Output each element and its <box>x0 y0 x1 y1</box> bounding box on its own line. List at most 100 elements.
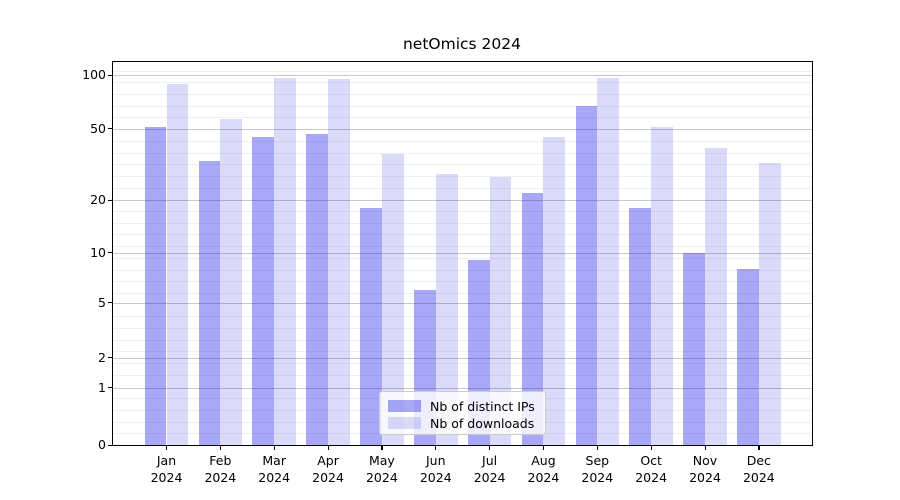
gridline-minor <box>113 292 812 294</box>
x-tick-mark <box>219 446 222 450</box>
y-tick-mark <box>108 74 112 76</box>
gridline-major <box>113 357 812 359</box>
bar-ips-nov <box>683 252 705 445</box>
bar-ips-may <box>360 208 382 445</box>
gridline-major <box>113 252 812 254</box>
legend-label-downloads: Nb of downloads <box>430 415 535 431</box>
gridline-minor <box>113 234 812 236</box>
x-tick-mark <box>381 446 383 450</box>
gridline-minor <box>113 281 812 283</box>
bar-downloads-feb <box>220 118 243 445</box>
legend-swatch-distinct-ips <box>388 400 421 412</box>
gridline-minor <box>113 363 812 365</box>
bar-downloads-nov <box>705 148 727 445</box>
gridline-minor <box>113 374 812 376</box>
gridline-major <box>113 128 812 130</box>
legend-swatch-downloads <box>388 417 421 429</box>
x-tick-mark <box>273 446 275 450</box>
bar-downloads-mar <box>274 78 296 445</box>
x-tick-label-nov: Nov 2024 <box>689 453 721 485</box>
y-tick-label: 5 <box>98 294 106 310</box>
gridline-major <box>113 387 812 389</box>
bar-downloads-aug <box>543 136 566 445</box>
y-tick-label: 10 <box>90 244 106 260</box>
gridline-minor <box>113 316 812 318</box>
gridline-minor <box>113 246 812 248</box>
bar-downloads-dec <box>758 163 781 445</box>
bar-ips-jan <box>144 127 167 445</box>
legend-item-distinct-ips: Nb of distinct IPs <box>388 398 537 414</box>
bar-ips-dec <box>737 268 759 445</box>
bar-downloads-may <box>381 154 404 445</box>
legend-label-distinct-ips: Nb of distinct IPs <box>430 398 535 414</box>
x-tick-label-jun: Jun 2024 <box>419 453 452 485</box>
gridline-major <box>113 200 812 201</box>
bar-ips-aug <box>521 192 544 445</box>
gridline-minor <box>113 222 812 224</box>
y-tick-mark <box>108 357 112 359</box>
gridline-minor <box>113 175 812 177</box>
x-tick-label-jul: Jul 2024 <box>473 453 506 485</box>
y-tick-label: 0 <box>98 437 106 452</box>
x-tick-label-mar: Mar 2024 <box>258 453 291 485</box>
y-tick-mark <box>108 302 112 304</box>
x-tick-mark <box>758 446 760 450</box>
gridline-major <box>113 302 812 304</box>
gridline-minor <box>113 187 812 189</box>
x-tick-label-dec: Dec 2024 <box>742 453 775 485</box>
x-tick-label-apr: Apr 2024 <box>312 453 344 485</box>
gridline-minor <box>113 351 812 353</box>
bar-ips-sep <box>575 106 598 445</box>
x-tick-mark <box>704 446 706 450</box>
chart-title: netOmics 2024 <box>402 35 521 53</box>
x-tick-mark <box>327 446 329 450</box>
bar-downloads-sep <box>597 78 620 445</box>
gridline-minor <box>113 152 812 154</box>
x-tick-mark <box>435 446 437 450</box>
plot-area <box>112 61 813 446</box>
gridline-minor <box>113 257 812 259</box>
bar-ips-mar <box>252 136 275 445</box>
gridline-minor <box>113 339 812 341</box>
bar-ips-apr <box>306 133 329 445</box>
bar-downloads-jul <box>489 176 512 445</box>
y-tick-mark <box>108 444 112 446</box>
gridline-minor <box>113 82 812 84</box>
y-tick-mark <box>108 128 112 130</box>
gridline-minor <box>113 105 812 107</box>
y-tick-label: 50 <box>90 120 106 136</box>
gridline-minor <box>113 269 812 271</box>
bar-ips-feb <box>198 161 221 445</box>
bar-downloads-oct <box>651 127 673 445</box>
y-tick-label: 2 <box>98 349 106 365</box>
legend-item-downloads: Nb of downloads <box>388 415 537 431</box>
y-tick-mark <box>108 252 112 254</box>
bar-ips-oct <box>629 208 652 445</box>
x-tick-label-jan: Jan 2024 <box>150 453 183 485</box>
x-tick-label-may: May 2024 <box>365 453 398 485</box>
bar-downloads-jan <box>166 84 189 445</box>
x-tick-label-aug: Aug 2024 <box>527 453 560 485</box>
gridline-minor <box>113 117 812 119</box>
y-tick-mark <box>108 387 112 389</box>
y-tick-label: 20 <box>90 192 106 207</box>
gridline-minor <box>113 94 812 95</box>
gridline-minor <box>113 164 812 166</box>
x-tick-mark <box>489 446 491 450</box>
bar-downloads-jun <box>435 173 458 445</box>
x-tick-mark <box>542 446 545 450</box>
x-tick-mark <box>596 446 598 450</box>
y-tick-label: 100 <box>82 67 106 82</box>
gridline-minor <box>113 328 812 329</box>
gridline-minor <box>113 70 812 72</box>
legend: Nb of distinct IPs Nb of downloads <box>379 391 546 435</box>
x-tick-label-sep: Sep 2024 <box>581 453 614 485</box>
x-tick-label-oct: Oct 2024 <box>635 453 668 485</box>
gridline-minor <box>113 140 812 142</box>
gridline-major <box>113 75 812 76</box>
x-tick-mark <box>650 446 652 450</box>
bar-downloads-apr <box>328 78 350 445</box>
y-tick-mark <box>108 199 112 201</box>
gridline-minor <box>113 211 812 212</box>
